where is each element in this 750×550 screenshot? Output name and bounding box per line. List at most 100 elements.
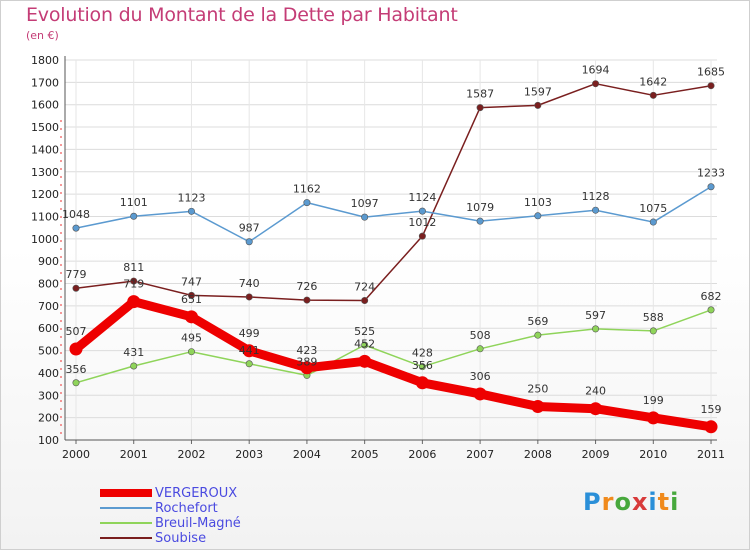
data-point-rochefort-2008 bbox=[534, 212, 542, 220]
data-point-breuil-magn--2010 bbox=[649, 327, 657, 335]
data-point-breuil-magn--2011 bbox=[707, 306, 715, 314]
y-tick-label-700: 700 bbox=[38, 300, 59, 313]
data-label-vergeroux-2004: 423 bbox=[296, 344, 317, 357]
series-line-soubise bbox=[75, 82, 712, 302]
data-point-vergeroux-2011 bbox=[704, 420, 718, 434]
x-tick-label-2002: 2002 bbox=[177, 448, 205, 461]
data-point-vergeroux-2010 bbox=[646, 411, 660, 425]
data-label-vergeroux-2003: 499 bbox=[239, 327, 260, 340]
x-tick-label-2000: 2000 bbox=[62, 448, 90, 461]
line-chart: 1002003004005006007008009001000110012001… bbox=[31, 54, 725, 461]
data-label-vergeroux-2005: 452 bbox=[354, 337, 375, 350]
legend-label-rochefort: Rochefort bbox=[155, 501, 218, 516]
chart-subtitle: (en €) bbox=[26, 29, 59, 42]
data-point-rochefort-2011 bbox=[707, 183, 715, 191]
data-label-vergeroux-2010: 199 bbox=[643, 394, 664, 407]
legend-swatch-vergeroux bbox=[100, 489, 152, 497]
data-point-rochefort-2007 bbox=[476, 217, 484, 225]
data-label-vergeroux-2011: 159 bbox=[701, 403, 722, 416]
y-tick-label-600: 600 bbox=[38, 322, 59, 335]
data-point-breuil-magn--2007 bbox=[476, 345, 484, 353]
data-point-vergeroux-2002 bbox=[184, 310, 198, 324]
y-tick-label-1700: 1700 bbox=[31, 76, 59, 89]
data-point-soubise-2009 bbox=[592, 80, 600, 88]
legend-label-vergeroux: VERGEROUX bbox=[155, 486, 238, 501]
data-label-breuil-magn--2004: 389 bbox=[296, 355, 317, 368]
data-label-breuil-magn--2011: 682 bbox=[701, 290, 722, 303]
data-label-vergeroux-2006: 356 bbox=[412, 359, 433, 372]
x-tick-label-2007: 2007 bbox=[466, 448, 494, 461]
data-label-rochefort-2004: 1162 bbox=[293, 183, 321, 196]
data-point-soubise-2000 bbox=[72, 284, 80, 292]
data-label-soubise-2001: 811 bbox=[123, 261, 144, 274]
y-tick-label-1500: 1500 bbox=[31, 121, 59, 134]
data-point-vergeroux-2004 bbox=[300, 361, 314, 375]
x-tick-label-2011: 2011 bbox=[697, 448, 725, 461]
data-label-vergeroux-2007: 306 bbox=[470, 370, 491, 383]
y-tick-label-500: 500 bbox=[38, 345, 59, 358]
data-label-soubise-2010: 1642 bbox=[639, 75, 667, 88]
data-point-breuil-magn--2003 bbox=[245, 360, 253, 368]
data-label-breuil-magn--2000: 356 bbox=[66, 363, 87, 376]
data-point-rochefort-2005 bbox=[361, 213, 369, 221]
data-point-breuil-magn--2009 bbox=[592, 325, 600, 333]
data-point-soubise-2006 bbox=[418, 232, 426, 240]
data-point-rochefort-2003 bbox=[245, 238, 253, 246]
series-line-vergeroux bbox=[71, 297, 716, 432]
data-label-rochefort-2002: 1123 bbox=[177, 191, 205, 204]
data-point-breuil-magn--2008 bbox=[534, 331, 542, 339]
data-point-soubise-2007 bbox=[476, 104, 484, 112]
y-tick-label-400: 400 bbox=[38, 367, 59, 380]
data-point-rochefort-2006 bbox=[418, 207, 426, 215]
data-point-soubise-2005 bbox=[361, 297, 369, 305]
data-point-vergeroux-2007 bbox=[473, 387, 487, 401]
data-label-breuil-magn--2010: 588 bbox=[643, 311, 664, 324]
data-point-rochefort-2010 bbox=[649, 218, 657, 226]
data-point-vergeroux-2001 bbox=[127, 295, 141, 309]
data-point-vergeroux-2005 bbox=[358, 354, 372, 368]
data-label-rochefort-2009: 1128 bbox=[582, 190, 610, 203]
y-tick-label-900: 900 bbox=[38, 255, 59, 268]
data-label-rochefort-2010: 1075 bbox=[639, 202, 667, 215]
data-label-soubise-2007: 1587 bbox=[466, 88, 494, 101]
data-label-soubise-2011: 1685 bbox=[697, 66, 725, 79]
data-point-rochefort-2009 bbox=[592, 206, 600, 214]
data-point-soubise-2008 bbox=[534, 101, 542, 109]
y-tick-label-1600: 1600 bbox=[31, 99, 59, 112]
data-label-vergeroux-2009: 240 bbox=[585, 385, 606, 398]
data-point-vergeroux-2003 bbox=[242, 344, 256, 358]
labels-layer: 779 811 747 740 726 724 1012 1587 1597 1694 1642 16… bbox=[62, 64, 725, 416]
data-label-soubise-2003: 740 bbox=[239, 277, 260, 290]
data-point-breuil-magn--2000 bbox=[72, 379, 80, 387]
data-point-soubise-2010 bbox=[649, 91, 657, 99]
y-tick-label-1200: 1200 bbox=[31, 188, 59, 201]
data-point-vergeroux-2009 bbox=[589, 402, 603, 416]
data-label-soubise-2006: 1012 bbox=[408, 216, 436, 229]
legend-label-soubise: Soubise bbox=[155, 531, 207, 546]
data-label-soubise-2005: 724 bbox=[354, 281, 375, 294]
data-label-rochefort-2000: 1048 bbox=[62, 208, 90, 221]
y-tick-label-200: 200 bbox=[38, 412, 59, 425]
data-label-rochefort-2008: 1103 bbox=[524, 196, 552, 209]
data-point-breuil-magn--2002 bbox=[187, 348, 195, 356]
legend-label-breuil-magne: Breuil-Magné bbox=[155, 516, 241, 531]
data-label-vergeroux-2000: 507 bbox=[66, 325, 87, 338]
chart-title: Evolution du Montant de la Dette par Hab… bbox=[26, 4, 458, 26]
data-label-breuil-magn--2006: 428 bbox=[412, 347, 433, 360]
x-tick-label-2010: 2010 bbox=[639, 448, 667, 461]
data-point-vergeroux-2006 bbox=[415, 376, 429, 390]
data-label-breuil-magn--2005: 525 bbox=[354, 325, 375, 338]
legend-swatch-rochefort bbox=[100, 507, 152, 509]
data-point-rochefort-2000 bbox=[72, 224, 80, 232]
y-tick-label-1100: 1100 bbox=[31, 210, 59, 223]
data-point-soubise-2004 bbox=[303, 296, 311, 304]
data-point-soubise-2011 bbox=[707, 82, 715, 90]
data-label-vergeroux-2008: 250 bbox=[527, 382, 548, 395]
x-tick-label-2008: 2008 bbox=[524, 448, 552, 461]
series-line-breuil-magn- bbox=[75, 309, 712, 384]
data-label-breuil-magn--2001: 431 bbox=[123, 346, 144, 359]
data-label-rochefort-2006: 1124 bbox=[408, 191, 436, 204]
proxiti-logo: Proxiti bbox=[583, 488, 680, 516]
data-label-soubise-2000: 779 bbox=[66, 268, 87, 281]
